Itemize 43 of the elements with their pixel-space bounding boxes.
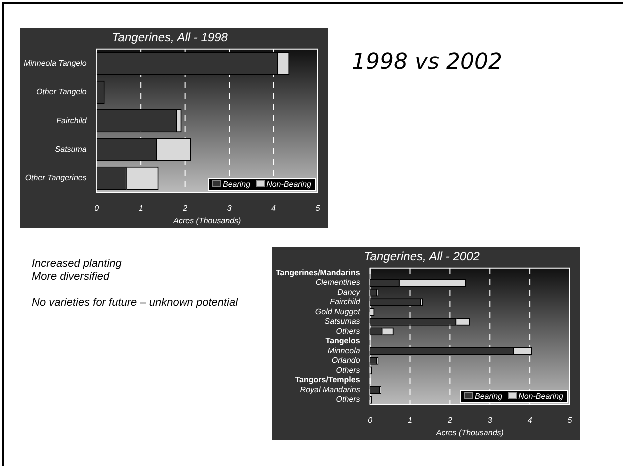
legend-label: Non-Bearing xyxy=(266,180,312,189)
chart-title: Tangerines, All - 1998 xyxy=(112,30,228,45)
x-tick-label: 2 xyxy=(446,416,453,425)
x-tick-label: 1 xyxy=(138,204,144,213)
x-tick-label: 0 xyxy=(368,416,374,425)
x-tick-label: 4 xyxy=(272,204,277,213)
text: More diversified xyxy=(32,271,111,284)
legend-label: Non-Bearing xyxy=(518,392,564,401)
y-tick-label: Tangelos xyxy=(326,336,361,346)
y-tick-label: Other Tangerines xyxy=(25,174,87,183)
y-tick-label: Royal Mandarins xyxy=(300,385,360,394)
y-tick-label: Others xyxy=(336,395,360,404)
text: Bearing xyxy=(222,180,251,189)
chart-title: Tangerines, All - 2002 xyxy=(364,250,480,264)
y-tick-label: Fairchild xyxy=(56,116,88,126)
text: Increased planting xyxy=(32,258,123,271)
text: Bearing xyxy=(474,392,503,401)
y-tick-label: Clementines xyxy=(316,278,360,288)
text: 1998 vs 2002 xyxy=(352,50,502,75)
x-tick-label: 1 xyxy=(408,416,412,425)
y-tick-label: Satsuma xyxy=(55,145,88,154)
y-tick-label: Minneola xyxy=(328,346,361,356)
y-tick-label: Others xyxy=(336,366,360,375)
y-tick-label: Gold Nugget xyxy=(315,307,362,316)
y-tick-label: Orlando xyxy=(332,356,361,366)
x-axis-title: Acres (Thousands) xyxy=(172,216,242,226)
y-tick-label: Dancy xyxy=(338,288,362,297)
x-tick-label: 5 xyxy=(568,416,573,425)
x-tick-label: 3 xyxy=(227,204,232,213)
x-tick-label: 0 xyxy=(94,204,100,213)
x-tick-label: 5 xyxy=(316,204,321,213)
y-tick-label: Other Tangelo xyxy=(36,88,88,97)
y-tick-label: Tangerines/Mandarins xyxy=(276,268,361,278)
y-tick-label: Others xyxy=(336,326,360,336)
x-tick-label: 2 xyxy=(182,204,188,213)
y-tick-label: Tangors/Temples xyxy=(295,376,361,385)
x-tick-label: 4 xyxy=(528,416,533,425)
y-tick-label: Satsumas xyxy=(324,317,360,326)
x-tick-label: 3 xyxy=(488,416,493,425)
y-tick-label: Fairchild xyxy=(330,298,361,307)
x-axis-title: Acres (Thousands) xyxy=(435,428,504,438)
y-tick-label: Minneola Tangelo xyxy=(24,58,88,68)
text: No varieties for future – unknown potential xyxy=(32,297,240,310)
